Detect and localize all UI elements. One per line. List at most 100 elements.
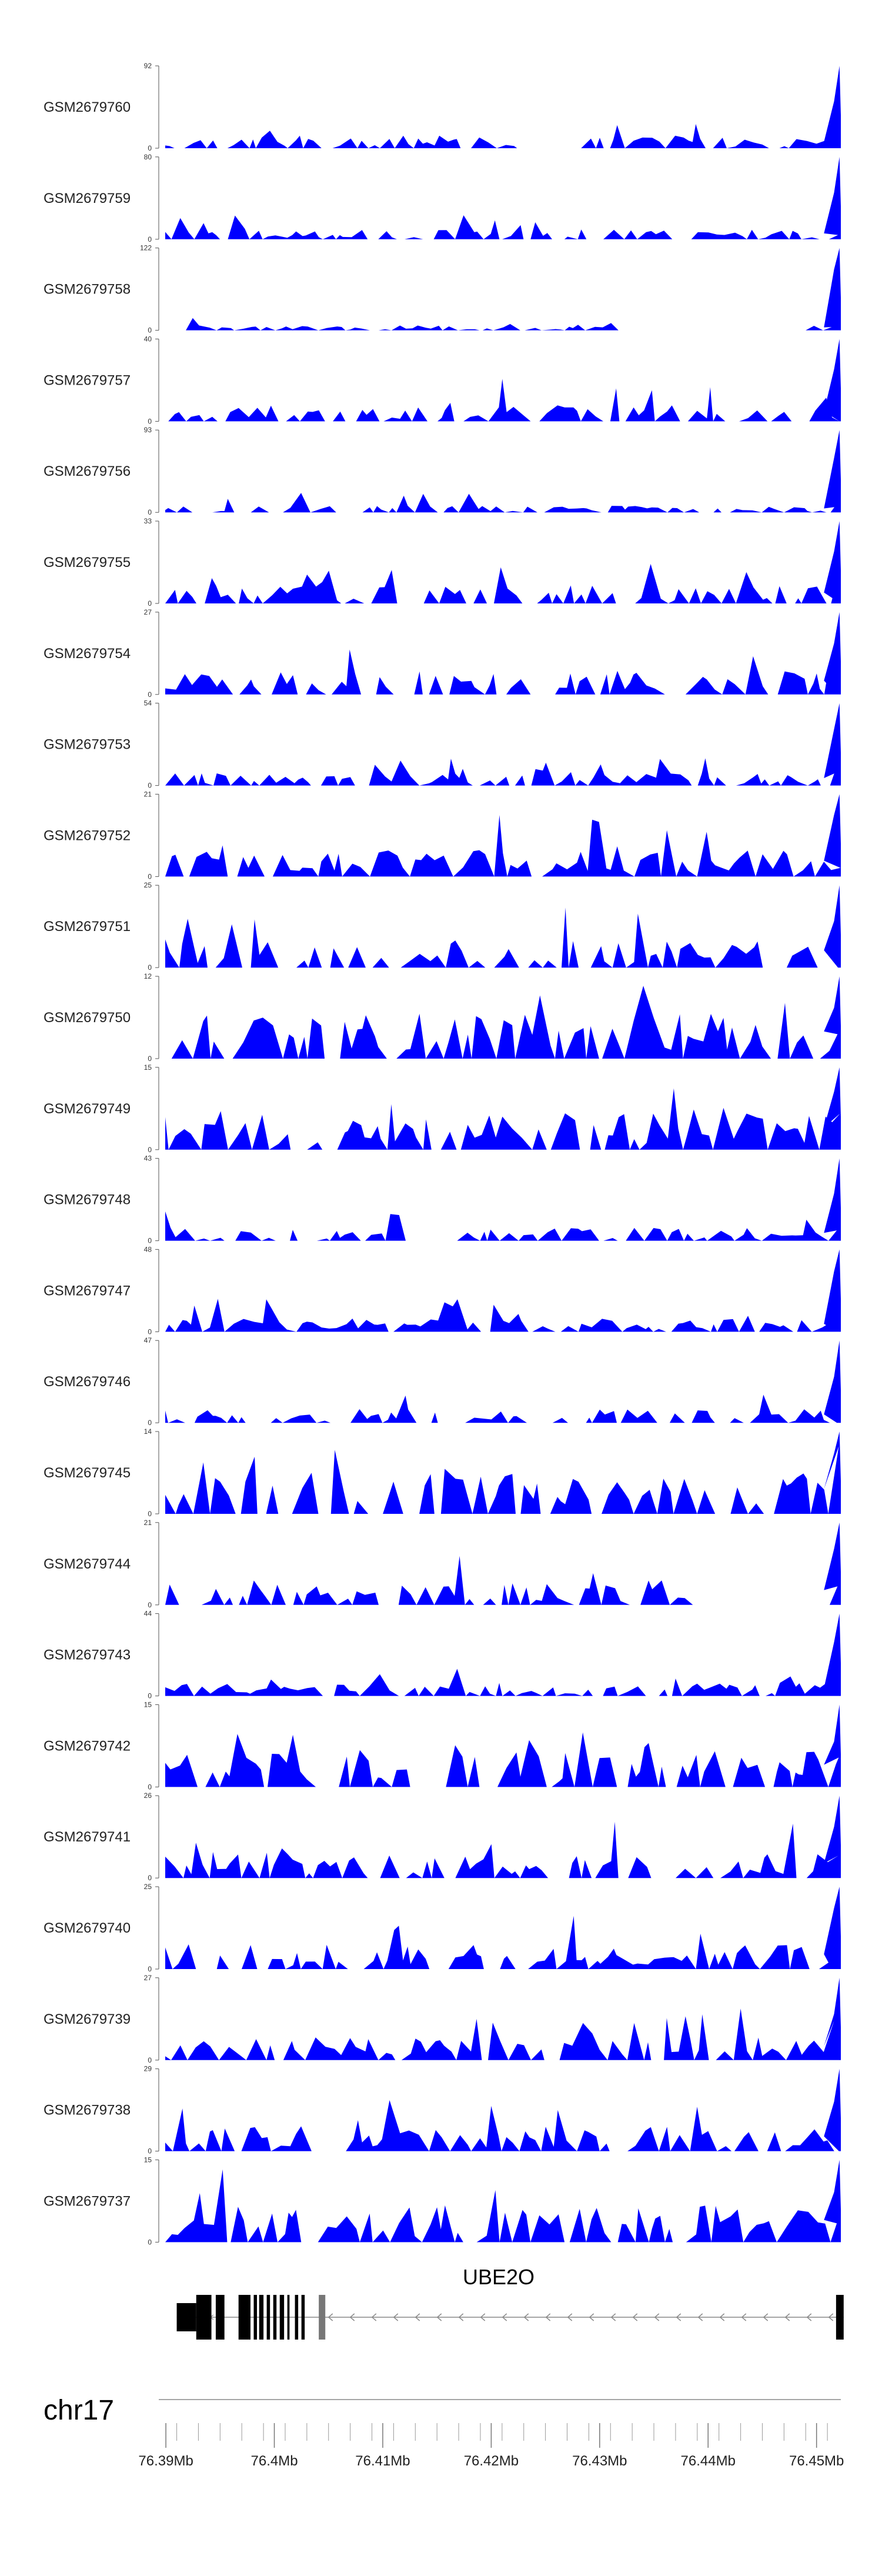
track-label: GSM2679751 xyxy=(44,919,131,935)
coverage-area xyxy=(165,1432,841,1514)
track-GSM2679758: GSM2679758 122 0 xyxy=(44,244,841,335)
coverage-area xyxy=(165,66,841,148)
y-tick-label-min: 0 xyxy=(148,782,152,790)
y-tick-label-max: 43 xyxy=(144,1154,152,1163)
track-GSM2679740: GSM2679740 25 0 xyxy=(44,1883,841,1973)
y-tick-label-min: 0 xyxy=(148,690,152,699)
strand-arrow xyxy=(654,2313,660,2321)
track-GSM2679753: GSM2679753 54 0 xyxy=(44,699,841,790)
axis-tick-label: 76.42Mb xyxy=(464,2453,519,2469)
strand-arrow xyxy=(415,2313,420,2321)
track-label: GSM2679742 xyxy=(44,1738,131,1754)
track-label: GSM2679758 xyxy=(44,282,131,298)
y-tick-label-min: 0 xyxy=(148,1692,152,1700)
y-tick-label-min: 0 xyxy=(148,1237,152,1245)
track-label: GSM2679756 xyxy=(44,463,131,479)
y-tick-label-max: 25 xyxy=(144,881,152,889)
track-GSM2679750: GSM2679750 12 0 xyxy=(44,972,841,1063)
track-label: GSM2679749 xyxy=(44,1101,131,1117)
gene-exon xyxy=(319,2295,326,2340)
strand-arrow xyxy=(719,2313,725,2321)
coverage-area xyxy=(165,1887,841,1969)
gene-exon xyxy=(273,2295,277,2340)
y-tick-label-min: 0 xyxy=(148,235,152,243)
track-GSM2679756: GSM2679756 93 0 xyxy=(44,426,841,516)
track-GSM2679754: GSM2679754 27 0 xyxy=(44,608,841,699)
y-tick-label-max: 47 xyxy=(144,1336,152,1344)
track-label: GSM2679755 xyxy=(44,555,131,570)
track-GSM2679739: GSM2679739 27 0 xyxy=(44,1974,841,2064)
track-GSM2679755: GSM2679755 33 0 xyxy=(44,517,841,608)
y-tick-label-min: 0 xyxy=(148,417,152,425)
strand-arrow xyxy=(523,2313,529,2321)
axis-tick-label: 76.43Mb xyxy=(572,2453,627,2469)
strand-arrow xyxy=(806,2313,812,2321)
strand-arrow xyxy=(371,2313,377,2321)
coverage-area xyxy=(165,1977,841,2060)
coverage-area xyxy=(165,976,841,1059)
track-label: GSM2679748 xyxy=(44,1192,131,1208)
y-tick-label-max: 15 xyxy=(144,1063,152,1072)
strand-arrow xyxy=(436,2313,442,2321)
y-tick-label-min: 0 xyxy=(148,508,152,516)
y-tick-label-min: 0 xyxy=(148,1419,152,1427)
y-tick-label-min: 0 xyxy=(148,1055,152,1063)
track-label: GSM2679757 xyxy=(44,372,131,388)
strand-arrow xyxy=(632,2313,638,2321)
strand-arrow xyxy=(393,2313,399,2321)
coverage-area xyxy=(165,1158,841,1241)
coverage-area xyxy=(165,339,841,422)
y-tick-label-max: 27 xyxy=(144,1974,152,1982)
gene-exon xyxy=(196,2295,212,2340)
gene-exon xyxy=(836,2295,844,2340)
strand-arrow xyxy=(328,2313,333,2321)
strand-arrow xyxy=(610,2313,616,2321)
y-tick-label-min: 0 xyxy=(148,1146,152,1154)
coverage-area xyxy=(165,1704,841,1787)
strand-arrow xyxy=(458,2313,464,2321)
track-label: GSM2679750 xyxy=(44,1010,131,1026)
y-tick-label-max: 29 xyxy=(144,2065,152,2073)
track-GSM2679746: GSM2679746 47 0 xyxy=(44,1336,841,1427)
y-tick-label-min: 0 xyxy=(148,326,152,335)
y-tick-label-max: 44 xyxy=(144,1610,152,1618)
y-tick-label-min: 0 xyxy=(148,144,152,152)
track-label: GSM2679739 xyxy=(44,2011,131,2027)
gene-exon xyxy=(287,2295,290,2340)
coverage-area xyxy=(165,885,841,968)
axis-tick-label: 76.4Mb xyxy=(251,2453,298,2469)
gene-exon xyxy=(238,2295,250,2340)
y-tick-label-min: 0 xyxy=(148,2056,152,2064)
track-label: GSM2679753 xyxy=(44,737,131,753)
track-GSM2679747: GSM2679747 48 0 xyxy=(44,1245,841,1336)
track-label: GSM2679744 xyxy=(44,1556,131,1572)
track-GSM2679751: GSM2679751 25 0 xyxy=(44,881,841,972)
track-GSM2679759: GSM2679759 80 0 xyxy=(44,153,841,243)
y-tick-label-max: 26 xyxy=(144,1791,152,1800)
y-tick-label-min: 0 xyxy=(148,1601,152,1609)
y-tick-label-min: 0 xyxy=(148,1783,152,1791)
gene-exon xyxy=(215,2295,225,2340)
y-tick-label-min: 0 xyxy=(148,872,152,880)
strand-arrow xyxy=(349,2313,355,2321)
track-GSM2679744: GSM2679744 21 0 xyxy=(44,1519,841,1609)
track-label: GSM2679759 xyxy=(44,191,131,206)
track-GSM2679743: GSM2679743 44 0 xyxy=(44,1610,841,1700)
coverage-area xyxy=(165,2160,841,2243)
track-label: GSM2679746 xyxy=(44,1374,131,1390)
y-tick-label-max: 15 xyxy=(144,2155,152,2164)
strand-arrow xyxy=(567,2313,573,2321)
y-tick-label-max: 93 xyxy=(144,426,152,434)
y-tick-label-min: 0 xyxy=(148,1965,152,1973)
track-label: GSM2679743 xyxy=(44,1647,131,1663)
y-tick-label-max: 92 xyxy=(144,62,152,70)
track-GSM2679748: GSM2679748 43 0 xyxy=(44,1154,841,1245)
coverage-area xyxy=(165,2068,841,2151)
gene-exon xyxy=(301,2295,305,2340)
strand-arrow xyxy=(763,2313,769,2321)
y-tick-label-max: 40 xyxy=(144,335,152,343)
y-tick-label-max: 15 xyxy=(144,1700,152,1709)
genome-axis: chr17 76.39Mb 76.4Mb 76.41Mb 76.42Mb 76.43Mb 7… xyxy=(44,2395,844,2469)
track-GSM2679745: GSM2679745 14 0 xyxy=(44,1427,841,1518)
